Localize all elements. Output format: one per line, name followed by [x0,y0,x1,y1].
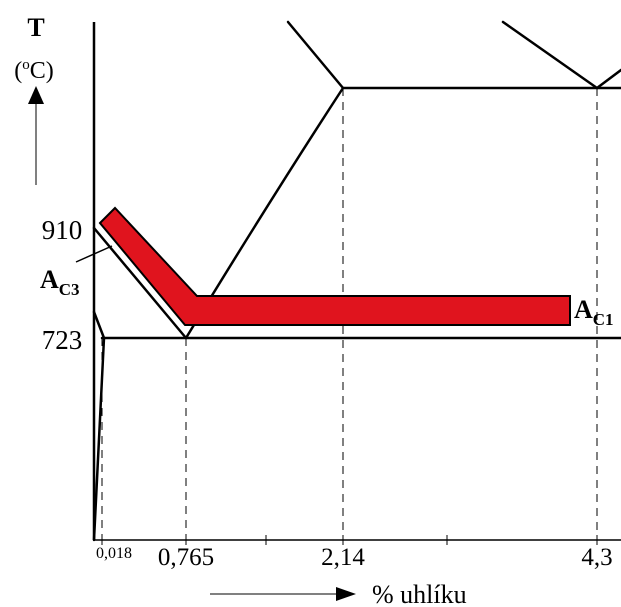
line-upper-left [286,20,345,90]
x-tick-43: 4,3 [581,544,612,571]
x-tick-0018: 0,018 [96,545,132,562]
x-tick-214: 2,14 [321,544,365,571]
y-axis-title: T [27,13,44,42]
line-alpha-solvus [92,336,106,542]
ac1-label: AC1 [574,295,614,329]
critical-temperature-band [98,206,571,326]
y-axis-unit: (oC) [14,57,54,84]
line-upper-right [501,20,599,90]
x-arrow-head [336,587,356,601]
y-tick-723: 723 [42,325,83,355]
line-a3 [92,226,188,340]
ac3-pointer [75,245,113,263]
y-arrow-head [28,86,44,104]
line-upper-right-rise [595,68,621,90]
x-axis-title: % uhlíku [372,580,467,607]
ac3-label: AC3 [40,265,80,299]
x-tick-0765: 0,765 [158,544,214,571]
y-tick-910: 910 [42,215,83,245]
line-alpha-a3 [92,310,106,340]
